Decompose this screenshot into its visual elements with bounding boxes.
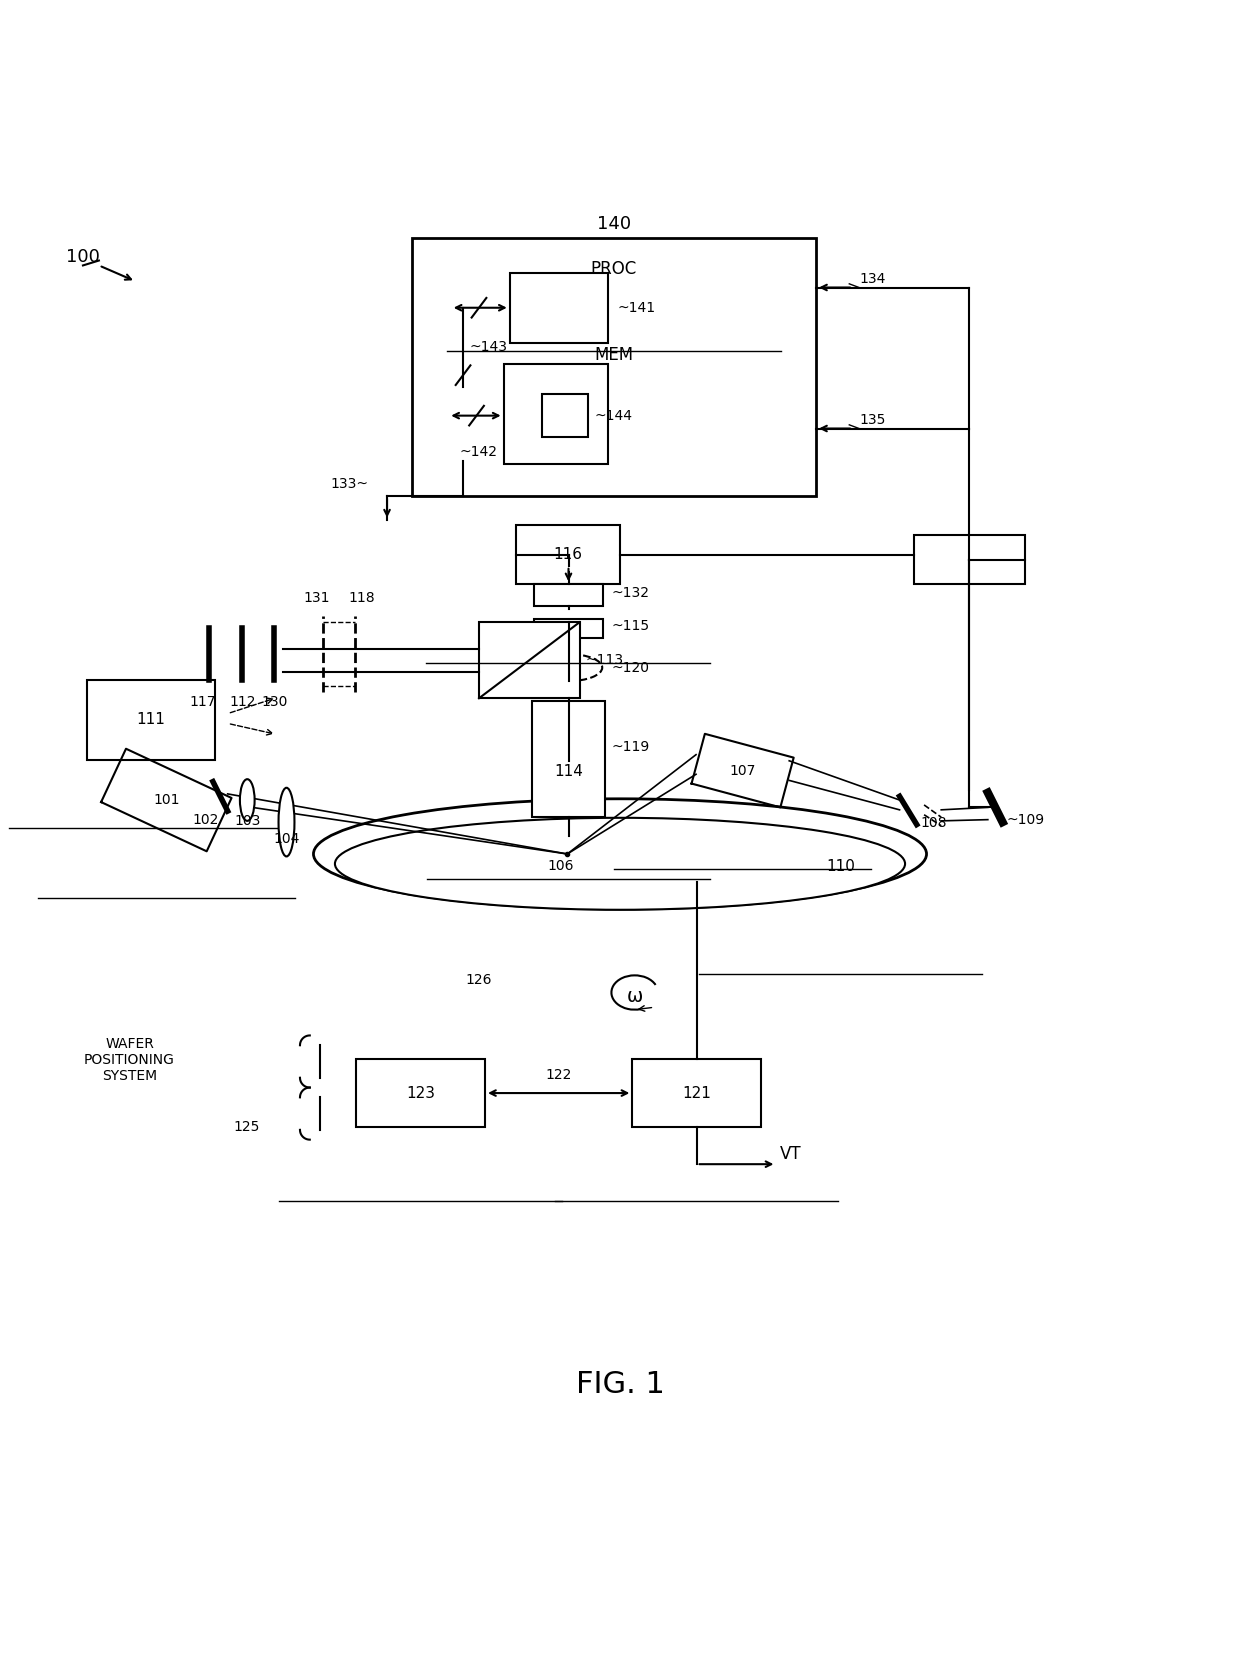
Text: ~119: ~119 — [611, 741, 650, 754]
Ellipse shape — [534, 734, 603, 761]
Bar — [516, 526, 620, 584]
Text: PROC: PROC — [590, 260, 637, 278]
Text: 125: 125 — [234, 1120, 260, 1135]
Text: 118: 118 — [348, 590, 374, 605]
Text: 123: 123 — [407, 1085, 435, 1100]
Text: ~142: ~142 — [459, 445, 497, 458]
Text: 135: 135 — [859, 414, 885, 427]
Text: 104: 104 — [273, 832, 300, 847]
Text: ~120: ~120 — [611, 660, 650, 675]
Text: 121: 121 — [682, 1085, 711, 1100]
Text: 111: 111 — [136, 713, 165, 728]
Text: FIG. 1: FIG. 1 — [575, 1371, 665, 1399]
Text: ~143: ~143 — [469, 341, 507, 354]
Text: 112: 112 — [229, 695, 255, 710]
Bar — [914, 536, 1024, 584]
Text: ~141: ~141 — [618, 301, 656, 314]
Bar — [632, 1059, 761, 1128]
Text: 122: 122 — [546, 1068, 572, 1082]
Bar — [356, 1059, 485, 1128]
Text: 116: 116 — [553, 547, 583, 562]
Text: MEM: MEM — [594, 346, 634, 364]
Ellipse shape — [314, 799, 926, 910]
Text: 106: 106 — [548, 858, 574, 873]
Text: 110: 110 — [826, 858, 856, 873]
Text: 131: 131 — [304, 590, 330, 605]
Bar — [534, 584, 603, 607]
Text: 114: 114 — [554, 764, 583, 779]
Text: 140: 140 — [596, 215, 631, 233]
Text: 107: 107 — [729, 764, 756, 777]
Text: 103: 103 — [234, 814, 260, 829]
Bar — [503, 364, 608, 465]
Bar — [510, 273, 608, 342]
Bar — [542, 394, 588, 437]
Text: ~144: ~144 — [594, 409, 632, 423]
Bar — [532, 701, 605, 817]
Text: 133~: 133~ — [331, 476, 368, 491]
Text: ~109: ~109 — [1006, 812, 1044, 827]
Text: 101: 101 — [153, 792, 180, 807]
Ellipse shape — [335, 817, 905, 910]
Text: 102: 102 — [192, 812, 218, 827]
Text: ~115: ~115 — [611, 619, 650, 633]
Bar — [479, 622, 579, 698]
Text: 134: 134 — [859, 271, 885, 286]
Text: ~132: ~132 — [611, 586, 650, 600]
Text: ω: ω — [626, 987, 642, 1006]
Text: VT: VT — [780, 1145, 801, 1163]
Text: ~113: ~113 — [585, 653, 624, 667]
Text: 100: 100 — [66, 248, 100, 266]
Ellipse shape — [279, 787, 294, 857]
Text: 117: 117 — [190, 695, 216, 710]
Bar — [534, 619, 603, 638]
Ellipse shape — [239, 779, 254, 820]
Bar — [87, 680, 216, 759]
Text: 126: 126 — [466, 973, 492, 987]
Text: 130: 130 — [262, 695, 288, 710]
Bar — [412, 238, 816, 496]
Text: WAFER
POSITIONING
SYSTEM: WAFER POSITIONING SYSTEM — [84, 1037, 175, 1083]
Text: 108: 108 — [920, 817, 947, 830]
Ellipse shape — [534, 653, 603, 681]
